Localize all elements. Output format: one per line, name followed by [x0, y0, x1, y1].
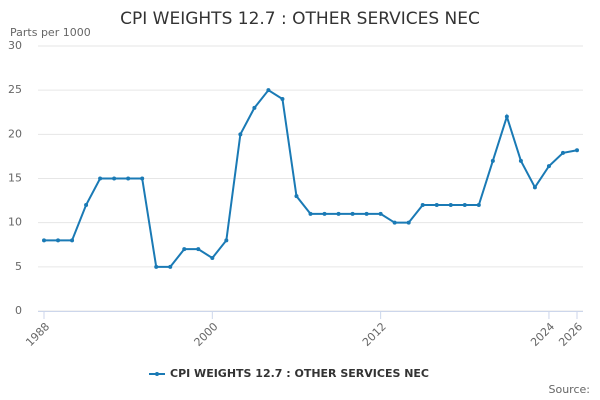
point: [280, 97, 285, 101]
point: [238, 132, 243, 137]
point: [294, 194, 299, 199]
x-tick-label: 2000: [192, 320, 221, 349]
point: [210, 256, 215, 260]
y-tick-label: 10: [8, 216, 22, 229]
point: [112, 176, 117, 181]
point: [42, 238, 46, 243]
point: [168, 264, 173, 269]
y-tick-label: 0: [15, 304, 22, 317]
point: [448, 203, 453, 207]
y-axis-label: Parts per 1000: [10, 26, 91, 39]
point: [84, 203, 89, 207]
point: [406, 220, 411, 225]
point: [140, 176, 145, 181]
point: [98, 176, 103, 181]
point: [462, 203, 467, 207]
point: [560, 150, 565, 155]
y-tick-label: 25: [8, 83, 22, 96]
point: [364, 211, 369, 216]
point: [378, 211, 383, 216]
x-tick-label: 1988: [23, 320, 52, 349]
legend-label: CPI WEIGHTS 12.7 : OTHER SERVICES NEC: [170, 367, 429, 380]
point: [490, 158, 495, 163]
point: [308, 211, 313, 216]
point: [350, 211, 355, 216]
point: [518, 158, 523, 163]
point: [266, 88, 271, 93]
point: [182, 247, 187, 252]
point: [126, 176, 131, 181]
point: [546, 164, 551, 169]
point: [196, 247, 201, 252]
point: [392, 220, 397, 225]
y-tick-label: 20: [8, 127, 22, 140]
point: [575, 148, 579, 153]
point: [154, 264, 159, 269]
y-tick-label: 15: [8, 172, 22, 185]
point: [504, 114, 509, 119]
point: [420, 203, 425, 207]
y-tick-label: 5: [15, 260, 22, 273]
x-tick-label: 2012: [360, 320, 389, 349]
point: [532, 185, 537, 190]
y-tick-label: 30: [8, 39, 22, 52]
legend-symbol-point: [155, 372, 159, 376]
point: [434, 203, 439, 207]
point: [336, 211, 341, 216]
point: [224, 238, 229, 243]
point: [322, 211, 327, 216]
point: [70, 238, 75, 243]
chart-title: CPI WEIGHTS 12.7 : OTHER SERVICES NEC: [120, 9, 480, 29]
point: [476, 203, 481, 207]
x-tick-label: 2024: [528, 320, 557, 349]
point: [56, 238, 61, 243]
point: [252, 105, 257, 110]
source: Source:: [549, 383, 591, 396]
x-tick-label: 2026: [556, 320, 585, 349]
